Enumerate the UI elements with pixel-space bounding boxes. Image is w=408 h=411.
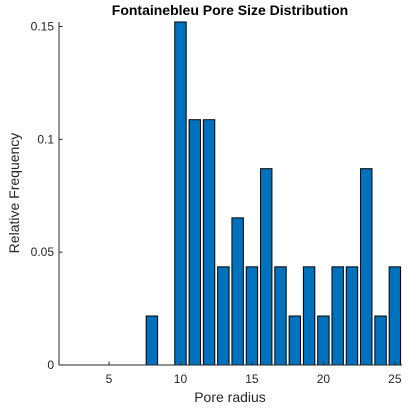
bar [260,168,273,366]
bar [231,217,244,366]
y-tick-label: 0 [47,358,54,372]
y-axis-label: Relative Frequency [6,133,22,254]
x-tick-label: 25 [388,372,402,386]
y-tick-label: 0.05 [31,245,55,259]
x-tick-label: 20 [317,372,331,386]
bar [174,21,187,366]
bar [374,315,387,366]
plot-area [59,22,402,365]
bar [145,315,159,366]
bar [317,315,330,366]
y-tick-label: 0.1 [37,132,54,146]
bar [345,266,359,366]
x-tick-label: 5 [106,372,113,386]
bar [288,315,302,366]
x-axis-label: Pore radius [194,389,266,405]
bar [388,266,402,366]
bar [217,266,230,366]
bar [274,266,287,366]
x-tick-label: 15 [245,372,259,386]
y-axis-ticks: 0 0.05 0.1 0.15 [31,20,63,372]
y-tick-label: 0.15 [31,20,55,34]
bar [202,119,216,366]
bar [245,266,259,366]
chart-title: Fontainebleu Pore Size Distribution [112,2,348,18]
x-tick-label: 10 [174,372,188,386]
bar [188,119,201,366]
x-axis-ticks: 5 10 15 20 25 [106,361,402,386]
bar [302,266,316,366]
bar [331,266,344,366]
bar [360,168,373,366]
